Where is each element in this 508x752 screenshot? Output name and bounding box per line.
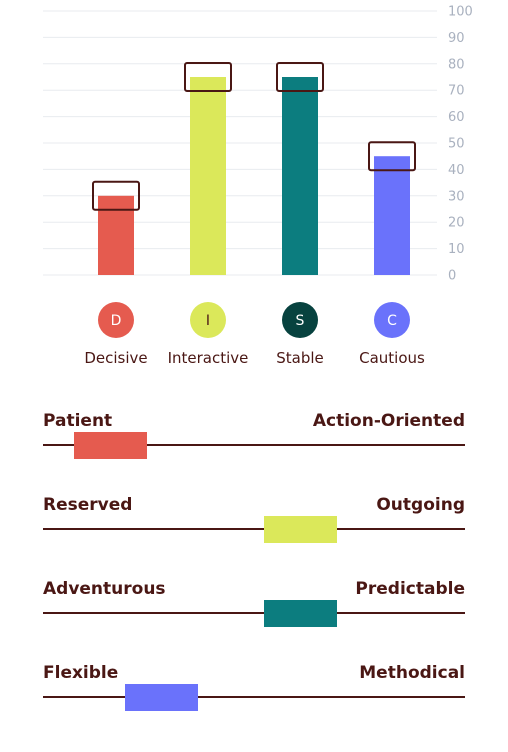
- bar-cautious: [374, 156, 410, 275]
- scale-patient-action-oriented: Patient Action-Oriented: [43, 411, 465, 459]
- scale-left-label: Flexible: [43, 663, 119, 683]
- disc-bar-chart: 0 10 20 30 40 50 60 70 80 90 100 D I S C: [43, 5, 473, 338]
- letter-circle-c: [374, 302, 410, 338]
- y-tick-label: 80: [448, 57, 465, 72]
- y-tick-label: 30: [448, 189, 465, 204]
- bar-interactive: [190, 77, 226, 275]
- category-label-cautious: Cautious: [359, 349, 425, 367]
- letter-d: D: [111, 313, 122, 329]
- value-marker-box: [184, 62, 232, 92]
- y-tick-label: 0: [448, 269, 456, 284]
- letter-circle-i: [190, 302, 226, 338]
- letter-circle-d: [98, 302, 134, 338]
- category-label-decisive: Decisive: [84, 349, 148, 367]
- scale-right-label: Action-Oriented: [312, 411, 465, 431]
- scale-line: [43, 696, 465, 698]
- y-tick-label: 60: [448, 110, 465, 125]
- scale-adventurous-predictable: Adventurous Predictable: [43, 579, 465, 627]
- y-tick-label: 40: [448, 163, 465, 178]
- scale-flexible-methodical: Flexible Methodical: [43, 663, 465, 711]
- letter-circle-s: [282, 302, 318, 338]
- y-tick-label: 70: [448, 84, 465, 99]
- scale-right-label: Methodical: [359, 663, 465, 683]
- scale-left-label: Patient: [43, 411, 113, 431]
- category-label-interactive: Interactive: [167, 349, 249, 367]
- y-tick-label: 90: [448, 31, 465, 46]
- y-tick-label: 10: [448, 242, 465, 257]
- value-marker-box: [276, 62, 324, 92]
- scale-right-label: Predictable: [355, 579, 465, 599]
- scale-marker: [124, 684, 198, 711]
- letter-s: S: [296, 313, 305, 329]
- scale-line: [43, 444, 465, 446]
- scale-marker: [263, 516, 337, 543]
- value-marker-box: [92, 180, 140, 211]
- scale-left-label: Adventurous: [43, 579, 166, 599]
- y-tick-label: 20: [448, 216, 465, 231]
- letter-c: C: [387, 313, 397, 329]
- scale-marker: [74, 432, 148, 459]
- scale-line: [43, 612, 465, 614]
- letter-i: I: [206, 313, 210, 329]
- scale-left-label: Reserved: [43, 495, 133, 515]
- scale-right-label: Outgoing: [376, 495, 465, 515]
- bar-stable: [282, 77, 318, 275]
- value-marker-box: [368, 141, 416, 172]
- scale-line: [43, 528, 465, 530]
- category-label-stable: Stable: [276, 349, 324, 367]
- y-tick-label: 100: [448, 5, 473, 20]
- scale-marker: [263, 600, 337, 627]
- y-tick-label: 50: [448, 137, 465, 152]
- bar-decisive: [98, 195, 134, 275]
- scale-reserved-outgoing: Reserved Outgoing: [43, 495, 465, 543]
